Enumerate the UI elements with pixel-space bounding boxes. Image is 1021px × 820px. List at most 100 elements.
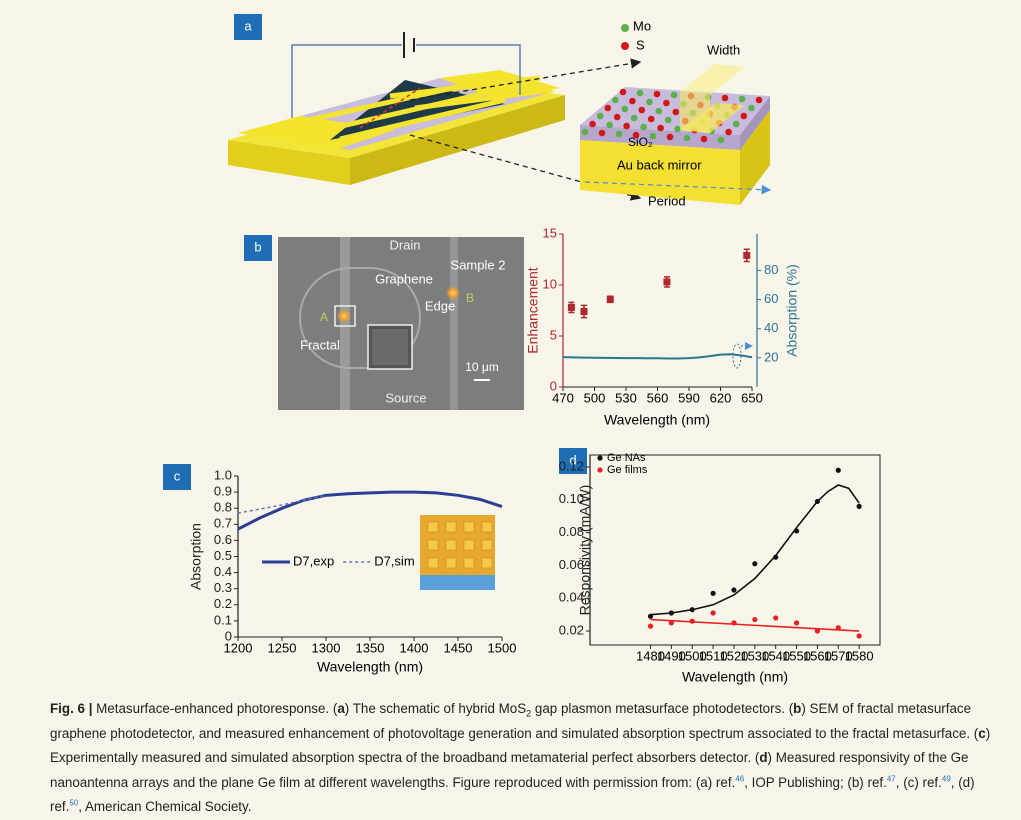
marker [743, 251, 751, 259]
y-axis-label: Enhancement [525, 267, 541, 354]
legend-swatch [597, 455, 603, 461]
atom [646, 98, 653, 106]
x-axis-label: Wavelength (nm) [317, 659, 423, 675]
atom [581, 128, 589, 136]
inset-image [420, 515, 495, 590]
atom [670, 91, 678, 99]
y-tick-label: 0.8 [214, 500, 232, 515]
series-line [562, 353, 753, 360]
x-tick-label: 560 [647, 390, 669, 405]
marker [856, 633, 862, 639]
atom [647, 115, 655, 123]
sem-image [278, 237, 524, 410]
caption-run: 50 [69, 798, 79, 808]
caption-run: 46 [735, 774, 745, 784]
y-tick-label: 0 [225, 628, 232, 643]
legend-swatch [597, 467, 603, 473]
atom [725, 128, 732, 136]
sem-scale: 10 μm [465, 360, 499, 374]
marker [752, 561, 758, 567]
fit-line [650, 484, 860, 616]
marker [835, 625, 841, 631]
atom [649, 132, 657, 140]
atom [630, 114, 638, 122]
x-axis-label: Wavelength (nm) [604, 412, 710, 428]
caption-run: 49 [941, 774, 951, 784]
label-s: S [636, 37, 645, 52]
y2-tick-label: 40 [764, 320, 778, 335]
marker [814, 628, 821, 634]
label-width: Width [707, 42, 740, 57]
marker [668, 620, 674, 626]
caption-run: 2 [526, 708, 532, 719]
atom [755, 96, 763, 104]
atom [666, 133, 674, 141]
y-tick-label: 0.6 [214, 532, 232, 547]
caption-run: , (d) ref. [50, 774, 975, 815]
caption: Fig. 6 | Metasurface-enhanced photorespo… [50, 697, 1000, 820]
caption-run: d [759, 750, 768, 765]
caption-run: ) Experimentally measured and simulated … [50, 725, 991, 766]
series-line [237, 494, 327, 514]
marker [752, 616, 758, 623]
panel-label: a [244, 18, 252, 33]
caption-run: 47 [886, 774, 896, 784]
x-tick-label: 1300 [312, 640, 341, 655]
x-tick-label: 1570 [824, 648, 853, 663]
sem-sample: Sample 2 [451, 257, 506, 272]
marker [580, 308, 588, 316]
x-tick-label: 470 [552, 390, 574, 405]
y2-axis-label: Absorption (%) [784, 264, 800, 357]
y-axis-label: Absorption [188, 523, 204, 590]
atom [655, 107, 663, 115]
x-tick-label: 1550 [782, 648, 811, 663]
marker [663, 278, 671, 286]
y-tick-label: 0 [550, 378, 557, 393]
x-tick-label: 530 [615, 390, 637, 405]
marker [835, 467, 841, 473]
marker [731, 620, 737, 626]
atom [732, 120, 740, 128]
x-axis-label: Wavelength (nm) [682, 669, 788, 685]
y-tick-label: 10 [543, 276, 557, 291]
marker [773, 554, 779, 560]
atom [606, 121, 613, 129]
caption-run: ) The schematic of hybrid MoS [344, 701, 527, 716]
atom [748, 104, 755, 112]
atom [700, 135, 708, 143]
legend-label: D7,exp [293, 553, 334, 568]
marker [710, 610, 716, 616]
y-tick-label: 0.3 [214, 580, 232, 595]
marker [793, 528, 800, 534]
atom [638, 106, 646, 114]
figure: Mo S Width SiO₂ Au back mirror Period Dr… [163, 14, 881, 685]
x-tick-label: 1200 [224, 640, 253, 655]
sem-a: A [320, 310, 328, 324]
legend-label: Ge films [607, 464, 648, 476]
label-mirror: Au back mirror [617, 157, 702, 172]
y-tick-label: 0.04 [559, 590, 584, 605]
atom [717, 136, 725, 144]
atom [683, 134, 691, 142]
x-tick-label: 1500 [678, 648, 707, 663]
x-tick-label: 1520 [719, 648, 748, 663]
x-tick-label: 590 [678, 390, 700, 405]
caption-run: ) SEM of fractal metasurface graphene ph… [50, 701, 979, 741]
x-tick-label: 650 [741, 390, 763, 405]
atom [636, 89, 644, 97]
atom [621, 105, 629, 113]
legend-label: Ge NAs [607, 452, 646, 464]
atom [615, 130, 623, 138]
x-tick-label: 1530 [740, 648, 769, 663]
sem-drain: Drain [389, 237, 420, 252]
marker [689, 607, 695, 613]
sem-graphene: Graphene [375, 271, 433, 286]
x-tick-label: 1560 [803, 648, 832, 663]
sem-source: Source [385, 390, 426, 405]
marker [814, 498, 821, 505]
atom [664, 116, 672, 124]
atom [657, 124, 664, 132]
y-tick-label: 15 [543, 225, 557, 240]
caption-run: gap plasmon metasurface photodetectors. … [531, 701, 794, 716]
